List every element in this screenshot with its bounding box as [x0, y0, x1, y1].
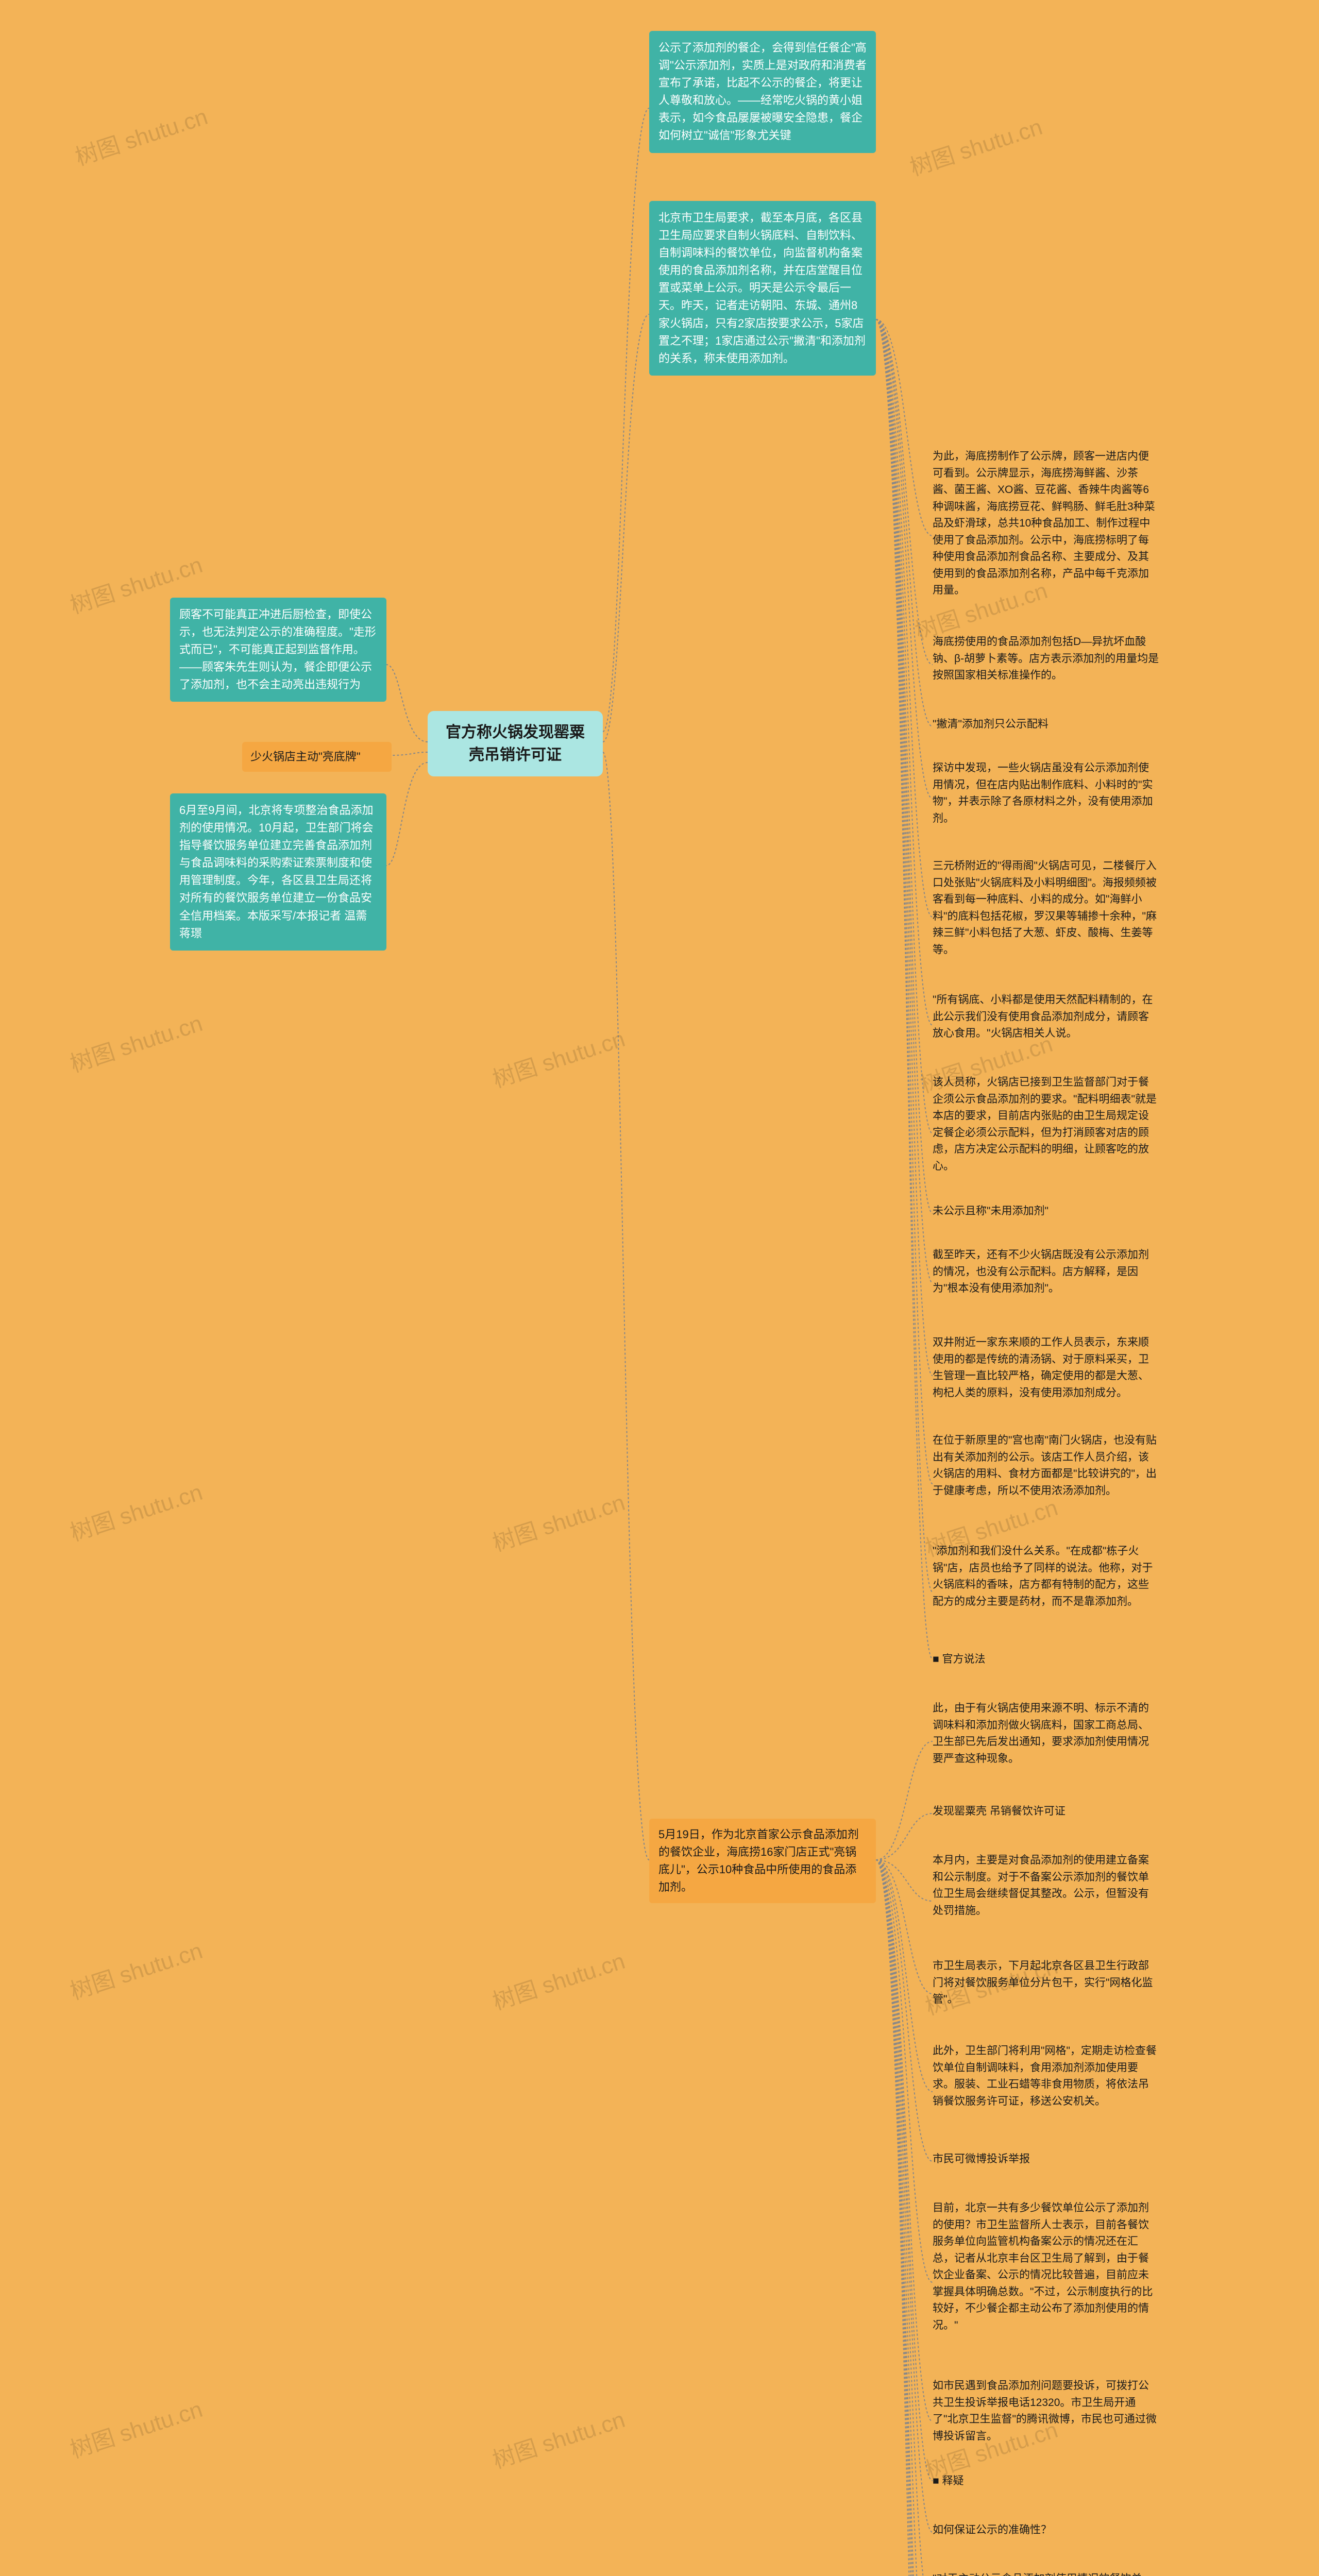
left-node-3[interactable]: 6月至9月间，北京将专项整治食品添加剂的使用情况。10月起，卫生部门将会指导餐饮… — [170, 793, 386, 951]
right-leaf-1[interactable]: 海底捞使用的食品添加剂包括D—异抗坏血酸钠、β-胡萝卜素等。店方表示添加剂的用量… — [933, 634, 1159, 684]
left-node-1[interactable]: 顾客不可能真正冲进后厨检查，即使公示，也无法判定公示的准确程度。"走形式而已"，… — [170, 598, 386, 702]
right-leaf-8[interactable]: 截至昨天，还有不少火锅店既没有公示添加剂的情况，也没有公示配料。店方解释，是因为… — [933, 1247, 1159, 1297]
right-leaf-11[interactable]: "添加剂和我们没什么关系。"在成都"栋子火锅"店，店员也给予了同样的说法。他称，… — [933, 1543, 1159, 1610]
right-leaf-17[interactable]: 此外，卫生部门将利用"网格"，定期走访检查餐饮单位自制调味料，食用添加剂添加使用… — [933, 2043, 1159, 2110]
watermark: 树图 shutu.cn — [65, 1932, 206, 2006]
watermark: 树图 shutu.cn — [488, 1942, 629, 2016]
right-leaf-6[interactable]: 该人员称，火锅店已接到卫生监督部门对于餐企须公示食品添加剂的要求。"配料明细表"… — [933, 1074, 1159, 1175]
watermark: 树图 shutu.cn — [488, 2401, 629, 2475]
right-leaf-12[interactable]: ■ 官方说法 — [933, 1651, 1159, 1668]
right-top-node-2[interactable]: 北京市卫生局要求，截至本月底，各区县卫生局应要求自制火锅底料、自制饮料、自制调味… — [649, 201, 876, 376]
right-leaf-4[interactable]: 三元桥附近的"得雨阁"火锅店可见，二楼餐厅入口处张贴"火锅底料及小料明细图"。海… — [933, 858, 1159, 958]
right-leaf-2[interactable]: "撇清"添加剂只公示配料 — [933, 716, 1159, 733]
right-leaf-20[interactable]: 如市民遇到食品添加剂问题要投诉，可拨打公共卫生投诉举报电话12320。市卫生局开… — [933, 2378, 1159, 2445]
central-node[interactable]: 官方称火锅发现罂粟壳吊销许可证 — [428, 711, 603, 776]
watermark: 树图 shutu.cn — [905, 108, 1046, 182]
watermark: 树图 shutu.cn — [488, 1020, 629, 1094]
right-leaf-13[interactable]: 此，由于有火锅店使用来源不明、标示不清的调味料和添加剂做火锅底料，国家工商总局、… — [933, 1700, 1159, 1767]
watermark: 树图 shutu.cn — [65, 2391, 206, 2464]
watermark: 树图 shutu.cn — [65, 1005, 206, 1078]
watermark: 树图 shutu.cn — [488, 1484, 629, 1557]
right-leaf-14[interactable]: 发现罂粟壳 吊销餐饮许可证 — [933, 1803, 1159, 1820]
right-leaf-22[interactable]: 如何保证公示的准确性？ — [933, 2522, 1159, 2539]
right-leaf-15[interactable]: 本月内，主要是对食品添加剂的使用建立备案和公示制度。对于不备案公示添加剂的餐饮单… — [933, 1852, 1159, 1919]
right-top-node-1[interactable]: 公示了添加剂的餐企，会得到信任餐企"高调"公示添加剂，实质上是对政府和消费者宣布… — [649, 31, 876, 153]
right-leaf-18[interactable]: 市民可微博投诉举报 — [933, 2151, 1159, 2168]
watermark: 树图 shutu.cn — [65, 1473, 206, 1547]
right-leaf-21[interactable]: ■ 释疑 — [933, 2473, 1159, 2490]
watermark: 树图 shutu.cn — [71, 98, 211, 172]
right-leaf-7[interactable]: 未公示且称"未用添加剂" — [933, 1203, 1159, 1220]
right-leaf-16[interactable]: 市卫生局表示，下月起北京各区县卫生行政部门将对餐饮服务单位分片包干，实行"网格化… — [933, 1958, 1159, 2008]
right-leaf-23[interactable]: "对于主动公示食品添加剂使用情况的餐饮单位，应当予以信任。"市卫生局有关人士据示… — [933, 2571, 1159, 2576]
right-leaf-5[interactable]: "所有锅底、小料都是使用天然配料精制的，在此公示我们没有使用食品添加剂成分，请顾… — [933, 992, 1159, 1042]
right-leaf-10[interactable]: 在位于新原里的"宫也南"南门火锅店，也没有贴出有关添加剂的公示。该店工作人员介绍… — [933, 1432, 1159, 1499]
right-leaf-19[interactable]: 目前，北京一共有多少餐饮单位公示了添加剂的使用？市卫生监督所人士表示，目前各餐饮… — [933, 2200, 1159, 2334]
right-mid-orange-node[interactable]: 5月19日，作为北京首家公示食品添加剂的餐饮企业，海底捞16家门店正式"亮锅底儿… — [649, 1819, 876, 1903]
left-node-2[interactable]: 少火锅店主动"亮底牌" — [242, 742, 392, 772]
right-leaf-9[interactable]: 双井附近一家东来顺的工作人员表示，东来顺使用的都是传统的清汤锅、对于原料采买，卫… — [933, 1334, 1159, 1401]
right-leaf-3[interactable]: 探访中发现，一些火锅店虽没有公示添加剂使用情况，但在店内贴出制作底料、小料时的"… — [933, 760, 1159, 827]
right-leaf-0[interactable]: 为此，海底捞制作了公示牌，顾客一进店内便可看到。公示牌显示，海底捞海鲜酱、沙茶酱… — [933, 448, 1159, 599]
